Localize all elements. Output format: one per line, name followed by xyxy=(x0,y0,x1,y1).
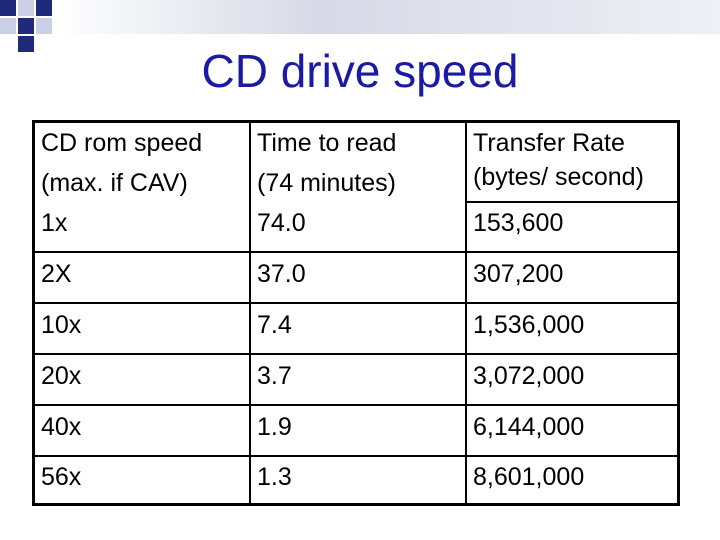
cell-speed: 20x xyxy=(41,362,82,390)
cell-speed: 1x xyxy=(41,209,68,237)
decorative-square xyxy=(36,0,52,16)
row-divider xyxy=(35,251,677,253)
cell-rate: 153,600 xyxy=(473,209,564,237)
cell-time: 7.4 xyxy=(257,311,292,339)
cell-rate: 3,072,000 xyxy=(473,362,585,390)
header-time-line2: (74 minutes) xyxy=(257,169,396,197)
header-speed-line2: (max. if CAV) xyxy=(41,169,188,197)
decorative-square xyxy=(36,18,52,34)
header-speed: CD rom speed (max. if CAV) xyxy=(41,123,202,203)
cell-rate: 1,536,000 xyxy=(473,311,585,339)
row-divider xyxy=(35,404,677,406)
column-divider xyxy=(465,123,467,503)
row-divider xyxy=(35,302,677,304)
header-time-line1: Time to read xyxy=(257,129,397,157)
cell-speed: 10x xyxy=(41,311,82,339)
cell-time: 3.7 xyxy=(257,362,292,390)
cell-rate: 6,144,000 xyxy=(473,413,585,441)
cell-speed: 2X xyxy=(41,260,72,288)
cell-time: 37.0 xyxy=(257,260,306,288)
cell-speed: 40x xyxy=(41,413,82,441)
decorative-square xyxy=(18,18,34,34)
speed-table: CD rom speed (max. if CAV) Time to read … xyxy=(32,120,680,506)
cell-time: 1.9 xyxy=(257,413,292,441)
header-time: Time to read (74 minutes) xyxy=(257,123,396,203)
cell-time: 1.3 xyxy=(257,463,292,491)
decorative-square xyxy=(0,18,16,34)
cell-rate: 8,601,000 xyxy=(473,463,585,491)
cell-time: 74.0 xyxy=(257,209,306,237)
row-divider xyxy=(35,455,677,457)
header-speed-line1: CD rom speed xyxy=(41,129,203,157)
column-divider xyxy=(249,123,251,503)
slide-title: CD drive speed xyxy=(201,45,519,97)
header-rate-line2: (bytes/ second) xyxy=(473,163,644,191)
row-divider xyxy=(465,201,677,203)
header-gradient-bar xyxy=(54,0,720,34)
cell-rate: 307,200 xyxy=(473,260,564,288)
header-rate: Transfer Rate (bytes/ second) xyxy=(473,126,644,194)
decorative-square xyxy=(18,0,34,16)
decorative-square xyxy=(18,36,34,52)
cell-speed: 56x xyxy=(41,463,82,491)
decorative-square xyxy=(0,0,16,16)
row-divider xyxy=(35,353,677,355)
header-rate-line1: Transfer Rate xyxy=(473,129,625,157)
